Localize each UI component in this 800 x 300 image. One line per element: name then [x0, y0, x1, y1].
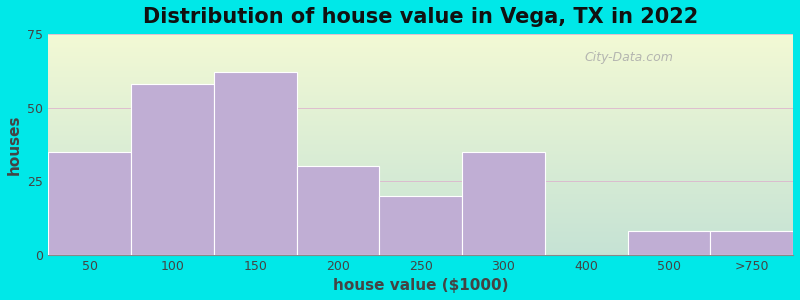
Bar: [214, 72, 297, 255]
Y-axis label: houses: houses: [7, 114, 22, 175]
Title: Distribution of house value in Vega, TX in 2022: Distribution of house value in Vega, TX …: [143, 7, 698, 27]
Bar: [48, 152, 131, 255]
Bar: [627, 231, 710, 255]
Bar: [462, 152, 545, 255]
Bar: [710, 231, 793, 255]
X-axis label: house value ($1000): house value ($1000): [333, 278, 509, 293]
Bar: [131, 84, 214, 255]
Bar: [297, 167, 379, 255]
Text: City-Data.com: City-Data.com: [585, 50, 674, 64]
Bar: [379, 196, 462, 255]
